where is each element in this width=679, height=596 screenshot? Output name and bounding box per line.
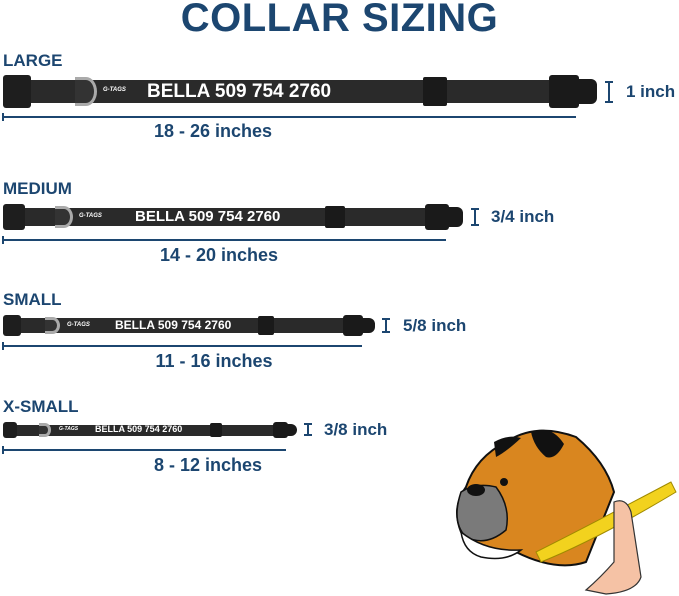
- page-title: COLLAR SIZING: [180, 0, 499, 40]
- brand-logo: G-TAGS: [103, 87, 126, 93]
- length-line-small: [2, 342, 362, 350]
- length-line-x-small: [2, 446, 286, 454]
- size-label-small: SMALL: [3, 290, 62, 309]
- size-label-large: LARGE: [3, 51, 63, 70]
- engraving-text: BELLA 509 754 2760: [147, 81, 332, 102]
- collar-large: G-TAGS BELLA 509 754 2760: [3, 75, 598, 108]
- width-marker-icon: [605, 81, 613, 103]
- length-line-large: [2, 113, 576, 121]
- boxer-dog-measuring-illustration: [456, 429, 677, 595]
- width-x-small: 3/8 inch: [324, 420, 388, 439]
- length-line-medium: [2, 236, 446, 244]
- width-marker-icon: [471, 208, 479, 226]
- collar-small: G-TAGS BELLA 509 754 2760: [3, 315, 375, 336]
- brand-logo: G-TAGS: [79, 213, 102, 219]
- range-large: 18 - 26 inches: [153, 121, 273, 141]
- width-large: 1 inch: [626, 82, 676, 101]
- width-marker-icon: [382, 318, 390, 333]
- brand-logo: G-TAGS: [59, 426, 79, 432]
- size-label-medium: MEDIUM: [3, 179, 72, 198]
- engraving-text: BELLA 509 754 2760: [95, 424, 183, 434]
- engraving-text: BELLA 509 754 2760: [135, 208, 281, 225]
- collar-medium: G-TAGS BELLA 509 754 2760: [3, 204, 463, 230]
- width-medium: 3/4 inch: [491, 207, 555, 226]
- engraving-text: BELLA 509 754 2760: [115, 318, 232, 332]
- width-small: 5/8 inch: [403, 316, 467, 335]
- brand-logo: G-TAGS: [67, 322, 90, 328]
- size-label-x-small: X-SMALL: [3, 397, 79, 416]
- width-marker-icon: [304, 423, 312, 436]
- range-medium: 14 - 20 inches: [159, 245, 279, 265]
- range-x-small: 8 - 12 inches: [153, 455, 263, 475]
- collar-x-small: G-TAGS BELLA 509 754 2760: [3, 422, 298, 438]
- range-small: 11 - 16 inches: [155, 351, 273, 371]
